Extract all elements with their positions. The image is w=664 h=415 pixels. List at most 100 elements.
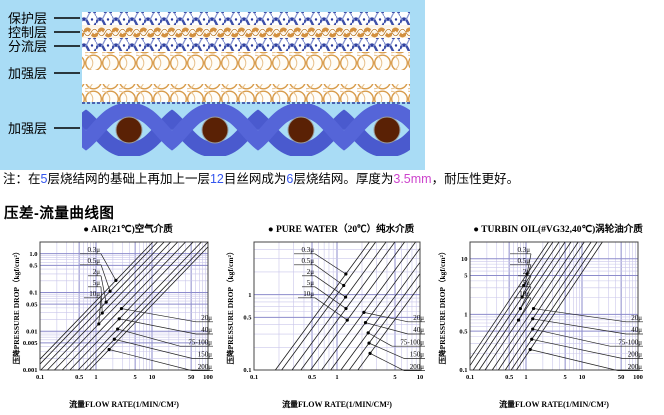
micron-label: 150μ <box>410 351 425 359</box>
layer-label: 分流层 <box>8 39 47 54</box>
micron-label: 0.3μ <box>517 246 530 254</box>
series-line <box>330 248 421 371</box>
y-tick-label: 0.1 <box>459 367 467 374</box>
micron-pointer-dot <box>114 278 118 282</box>
micron-leader-line <box>121 308 197 323</box>
micron-leader-line <box>533 308 627 323</box>
micron-leader-line <box>100 264 111 292</box>
chart-oil: 0.1 0.5 1 5 10 50 100 10 5 1 0.5 0.1 0.3μ 0.5μ 2μ 5μ 10μ… <box>437 223 643 409</box>
series-line <box>40 241 165 371</box>
series-line <box>275 241 370 371</box>
y-axis-label: 压降PRESSURE DROP（kgf/cm²） <box>225 248 235 365</box>
micron-pointer-dot <box>116 327 120 331</box>
x-tick-label: 5 <box>393 374 397 381</box>
chart-water: 0.1 0.5 1 5 10 1 0.5 0.1 0.3μ 0.5μ 2μ 5μ 10μ 20μ 40μ 75… <box>225 223 425 409</box>
series-line <box>510 241 598 371</box>
micron-leader-line <box>365 322 409 335</box>
x-tick-label: 10 <box>149 374 156 381</box>
section-title: 压差-流量曲线图 <box>4 206 115 222</box>
micron-pointer-dot <box>530 337 534 341</box>
chart-title: ● AIR(21℃)空气介质 <box>83 223 173 235</box>
x-axis-label: 流量FLOW RATE(1/MIN/CM²) <box>282 399 392 409</box>
control-layer-mesh <box>82 25 410 38</box>
micron-pointer-dot <box>531 327 535 331</box>
note-segment: 5 <box>40 172 48 186</box>
series-line <box>321 241 416 371</box>
series-line <box>491 241 579 371</box>
micron-leader-line <box>369 353 405 371</box>
micron-pointer-dot <box>522 283 526 288</box>
micron-label: 20μ <box>413 314 424 322</box>
series-line <box>77 241 202 371</box>
micron-leader-line <box>532 318 627 335</box>
micron-leader-line <box>531 338 623 359</box>
grid <box>253 241 421 371</box>
y-tick-label: 1 <box>248 292 251 299</box>
series-line <box>39 241 158 365</box>
y-tick-label: 0.01 <box>26 328 37 335</box>
note-segment: 层烧结网的基础上再加上一层 <box>47 172 210 186</box>
micron-leader-line <box>314 264 344 286</box>
layer-label: 加强层 <box>8 66 47 81</box>
y-tick-label: 0.5 <box>459 328 468 335</box>
micron-label: 20μ <box>631 314 642 322</box>
micron-label: 200μ <box>198 363 213 371</box>
micron-label: 0.5μ <box>517 257 530 265</box>
note-segment: 目丝网成为 <box>223 172 287 186</box>
x-tick-label: 10 <box>579 374 586 381</box>
series-line <box>469 241 549 360</box>
y-tick-label: 0.05 <box>26 301 38 308</box>
y-tick-label: 0.005 <box>23 340 38 347</box>
micron-pointer-dot <box>344 295 348 299</box>
support-mesh-row-top <box>82 52 410 70</box>
micron-label: 200μ <box>628 351 643 359</box>
micron-label: 200μ <box>410 363 425 371</box>
series-line <box>472 241 560 371</box>
layer-label: 加强层 <box>8 121 47 136</box>
micron-pointer-dot <box>366 331 370 335</box>
micron-label: 40μ <box>631 326 642 334</box>
micron-label: 10μ <box>89 290 100 298</box>
series-line <box>54 241 178 371</box>
charts-row: 0.1 0.5 1 5 10 50 100 1.0 0.5 0.1 0.05 0.01 0.005 0.0… <box>0 222 664 415</box>
note-segment: 注：在 <box>3 172 41 186</box>
micron-label: 150μ <box>198 351 213 359</box>
micron-label: 10μ <box>303 290 314 298</box>
x-tick-label: 5 <box>134 374 138 381</box>
micron-label: 40μ <box>201 326 212 334</box>
series-line <box>281 241 376 371</box>
x-tick-label: 0.1 <box>36 374 44 381</box>
micron-leader-line <box>523 264 532 286</box>
x-axis-label: 流量FLOW RATE(1/MIN/CM²) <box>69 399 179 409</box>
micron-label: 0.3μ <box>301 246 314 254</box>
micron-pointer-dot <box>100 311 104 315</box>
chart-air: 0.1 0.5 1 5 10 50 100 1.0 0.5 0.1 0.05 0.01 0.005 0.0… <box>11 223 213 409</box>
micron-pointer-dot <box>531 317 535 321</box>
micron-pointer-dot <box>344 272 348 276</box>
x-tick-label: 1 <box>94 374 97 381</box>
x-tick-label: 0.5 <box>505 374 514 381</box>
x-tick-label: 50 <box>618 374 625 381</box>
micron-pointer-dot <box>368 351 372 355</box>
y-tick-label: 0.1 <box>243 367 251 374</box>
y-axis-label: 压降PRESSURE DROP（kgf/cm²） <box>437 248 447 365</box>
y-tick-label: 5 <box>464 273 468 280</box>
micron-leader-line <box>117 328 181 347</box>
micron-leader-line <box>100 286 103 314</box>
micron-leader-line <box>314 275 346 298</box>
x-tick-label: 1 <box>524 374 527 381</box>
micron-leader-line <box>532 328 611 347</box>
series-line <box>300 241 396 371</box>
micron-pointer-dot <box>363 321 368 325</box>
micron-pointer-dot <box>516 318 521 322</box>
series-line <box>478 241 566 371</box>
x-axis-label: 流量FLOW RATE(1/MIN/CM²) <box>499 399 609 409</box>
micron-leader-line <box>314 297 348 321</box>
chart-title: ● TURBIN OIL(#VG32,40℃)涡轮油介质 <box>473 223 643 235</box>
micron-leader-line <box>367 332 393 347</box>
note-segment: 12 <box>209 172 224 186</box>
y-tick-label: 1 <box>464 312 467 319</box>
micron-leader-line <box>363 312 409 323</box>
micron-pointer-dot <box>345 318 349 322</box>
y-tick-label: 0.5 <box>243 315 252 322</box>
